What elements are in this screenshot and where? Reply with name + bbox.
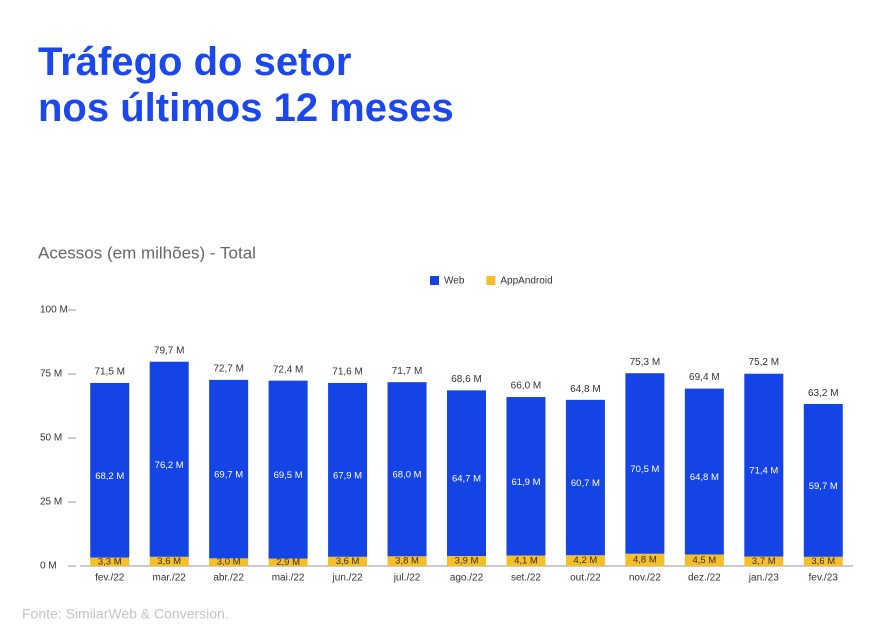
data-label: 3,8 M	[395, 556, 419, 567]
bar-segment	[744, 556, 784, 566]
data-label: 59,7 M	[809, 481, 838, 492]
data-label: 3,6 M	[157, 556, 181, 567]
y-tick-label: 50 M	[40, 433, 62, 444]
data-label: 4,8 M	[633, 554, 657, 565]
data-label: 71,4 M	[749, 466, 778, 477]
x-tick-label: fev./23	[809, 573, 839, 584]
legend-swatch	[486, 276, 496, 285]
data-label: 64,7 M	[452, 474, 481, 485]
data-label: 68,0 M	[393, 470, 422, 481]
x-tick-label: dez./22	[688, 573, 721, 584]
x-tick-label: jun./22	[332, 573, 363, 584]
x-tick-label: out./22	[570, 573, 601, 584]
x-tick-label: nov./22	[629, 573, 661, 584]
legend-label: Web	[444, 276, 465, 287]
chart-title: Acessos (em milhões) - Total	[38, 243, 256, 262]
bar-segment	[565, 399, 605, 556]
bar-segment	[447, 390, 486, 557]
total-label: 79,7 M	[154, 346, 185, 357]
bar-segment	[447, 556, 486, 566]
bar-segment	[387, 556, 427, 566]
data-label: 60,7 M	[571, 478, 600, 489]
data-label: 69,5 M	[274, 470, 303, 481]
total-label: 72,7 M	[213, 364, 244, 375]
data-label: 3,0 M	[217, 557, 241, 568]
bar-segment	[149, 361, 189, 557]
legend-label: AppAndroid	[500, 276, 552, 287]
data-label: 4,5 M	[692, 555, 716, 566]
x-tick-label: abr./22	[213, 573, 244, 584]
bar-segment	[625, 553, 665, 566]
total-label: 63,2 M	[808, 388, 839, 399]
data-label: 4,1 M	[514, 555, 538, 566]
total-label: 71,5 M	[94, 367, 125, 378]
data-label: 3,6 M	[811, 556, 835, 567]
total-label: 64,8 M	[570, 384, 601, 395]
x-tick-label: mar./22	[153, 573, 187, 584]
total-label: 75,3 M	[630, 357, 661, 368]
data-label: 68,2 M	[95, 471, 124, 482]
total-label: 72,4 M	[273, 364, 304, 375]
bar-segment	[90, 382, 130, 558]
data-label: 70,5 M	[630, 464, 659, 475]
bar-segment	[328, 556, 368, 566]
y-tick-label: 25 M	[40, 497, 62, 508]
bar-segment	[328, 382, 368, 557]
x-tick-label: set./22	[511, 573, 541, 584]
data-label: 4,2 M	[574, 555, 598, 566]
data-label: 64,8 M	[690, 472, 719, 483]
bar-segment	[803, 556, 843, 566]
total-label: 66,0 M	[511, 381, 542, 392]
y-tick-label: 75 M	[40, 369, 62, 380]
x-tick-label: ago./22	[450, 573, 484, 584]
bar-segment	[209, 379, 249, 559]
data-label: 3,9 M	[455, 556, 479, 567]
bar-segment	[90, 557, 130, 566]
bar-segment	[684, 388, 724, 555]
bar-segment	[684, 554, 724, 566]
total-label: 71,6 M	[332, 366, 363, 377]
total-label: 68,6 M	[451, 374, 482, 385]
data-label: 3,6 M	[336, 556, 360, 567]
legend-swatch	[430, 276, 439, 285]
bar-segment	[565, 555, 605, 566]
y-tick-label: 100 M	[40, 305, 68, 316]
data-label: 67,9 M	[333, 470, 362, 481]
total-label: 69,4 M	[689, 372, 720, 383]
total-label: 75,2 M	[749, 357, 780, 368]
bar-segment	[387, 382, 427, 557]
bar-segment	[506, 397, 546, 556]
bar-segment	[803, 403, 843, 557]
data-label: 76,2 M	[155, 460, 184, 471]
source: Fonte: SimilarWeb & Conversion.	[22, 606, 229, 622]
bar-segment	[268, 380, 308, 559]
data-label: 61,9 M	[511, 477, 540, 488]
x-tick-label: mai./22	[272, 573, 305, 584]
data-label: 3,7 M	[752, 556, 776, 567]
bar-segment	[268, 558, 308, 566]
bar-segment	[149, 556, 189, 566]
y-tick-label: 0 M	[40, 561, 57, 572]
page-title: Tráfego do setor nos últimos 12 meses	[38, 40, 454, 130]
data-label: 69,7 M	[214, 470, 243, 481]
data-label: 2,9 M	[276, 557, 300, 568]
x-tick-label: jul./22	[393, 573, 421, 584]
x-tick-label: fev./22	[95, 573, 125, 584]
bar-segment	[744, 373, 784, 557]
bar-segment	[209, 558, 249, 566]
data-label: 3,3 M	[98, 556, 122, 567]
bar-segment	[506, 555, 546, 566]
bar-segment	[625, 373, 665, 554]
total-label: 71,7 M	[392, 366, 423, 377]
x-tick-label: jan./23	[748, 573, 779, 584]
